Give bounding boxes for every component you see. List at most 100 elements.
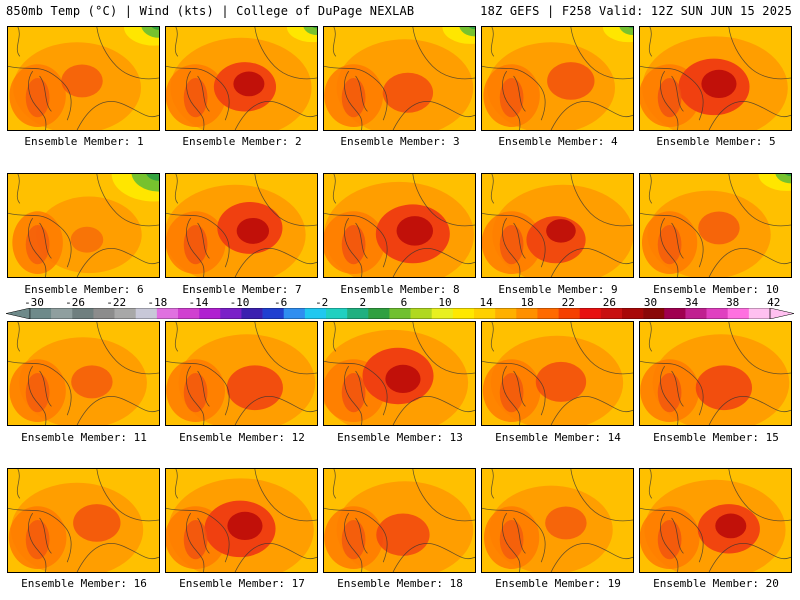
colorbar-swatch: [199, 308, 221, 319]
ensemble-member-label: Ensemble Member: 1: [24, 135, 144, 148]
colorbar-swatch: [558, 308, 581, 319]
colorbar-swatch: [304, 308, 327, 319]
colorbar-swatch: [622, 308, 644, 319]
ensemble-member-label: Ensemble Member: 6: [24, 283, 144, 296]
temperature-field: [482, 469, 633, 572]
temperature-field: [640, 174, 791, 277]
colorbar-swatch: [727, 308, 750, 319]
colorbar-swatch: [474, 308, 496, 319]
colorbar-swatch: [178, 308, 200, 319]
colorbar-swatch: [495, 308, 517, 319]
ensemble-member-map: [165, 173, 318, 278]
temperature-field: [8, 322, 159, 425]
colorbar-tick-label: 34: [684, 296, 699, 309]
ensemble-member-map: [165, 468, 318, 573]
ensemble-member-map: [165, 321, 318, 426]
ensemble-member-map: [7, 468, 160, 573]
colorbar-swatch: [368, 308, 390, 319]
ensemble-member-label: Ensemble Member: 18: [337, 577, 463, 590]
colorbar-max-arrow: [769, 308, 794, 319]
ensemble-member-map: [7, 321, 160, 426]
colorbar-swatch: [643, 308, 665, 319]
ensemble-member-map: [481, 26, 634, 131]
map-title: 850mb Temp (°C) | Wind (kts) | College o…: [6, 4, 415, 18]
temperature-field: [8, 469, 159, 572]
ensemble-member-label: Ensemble Member: 11: [21, 431, 147, 444]
colorbar-tick-label: 22: [561, 296, 575, 309]
colorbar-scale: [6, 308, 794, 319]
colorbar-swatch: [452, 308, 475, 319]
colorbar-swatch: [579, 308, 602, 319]
colorbar-swatch: [326, 308, 348, 319]
ensemble-member-label: Ensemble Member: 19: [495, 577, 621, 590]
colorbar-swatch: [135, 308, 158, 319]
colorbar-tick-label: 38: [726, 296, 740, 309]
colorbar-swatch: [664, 308, 686, 319]
colorbar-tick-label: 14: [479, 296, 493, 309]
colorbar-tick-label: -6: [273, 296, 288, 309]
colorbar-tick-label: 30: [643, 296, 658, 309]
temperature-field: [482, 27, 633, 130]
colorbar-min-arrow: [6, 308, 31, 319]
ensemble-member-map: [639, 173, 792, 278]
ensemble-member-label: Ensemble Member: 17: [179, 577, 305, 590]
temperature-field: [166, 469, 317, 572]
temperature-field: [166, 174, 317, 277]
ensemble-member-label: Ensemble Member: 16: [21, 577, 147, 590]
temperature-colorbar: -30 -26 -22 -18 -14 -10 -6 -2 2 6 10 14 18 22 26 30 34 38…: [6, 296, 794, 322]
colorbar-tick-label: -14: [188, 296, 209, 309]
colorbar-tick-label: -10: [229, 296, 250, 309]
ensemble-member-map: [323, 26, 476, 131]
temperature-field: [640, 469, 791, 572]
ensemble-member-map: [323, 173, 476, 278]
ensemble-member-map: [639, 468, 792, 573]
colorbar-tick-label: -18: [147, 296, 168, 309]
ensemble-member-map: [7, 26, 160, 131]
temperature-field: [324, 469, 475, 572]
ensemble-member-label: Ensemble Member: 12: [179, 431, 305, 444]
colorbar-tick-label: 26: [602, 296, 617, 309]
ensemble-member-label: Ensemble Member: 20: [653, 577, 779, 590]
colorbar-swatch: [431, 308, 454, 319]
colorbar-swatch: [537, 308, 559, 319]
temperature-field: [482, 174, 633, 277]
temperature-field: [640, 322, 791, 425]
colorbar-swatch: [51, 308, 73, 319]
colorbar-swatch: [30, 308, 52, 319]
temperature-field: [166, 322, 317, 425]
temperature-field: [8, 27, 159, 130]
colorbar-tick-label: 10: [438, 296, 452, 309]
colorbar-swatch: [114, 308, 137, 319]
ensemble-member-map: [639, 26, 792, 131]
ensemble-member-label: Ensemble Member: 9: [498, 283, 618, 296]
temperature-field: [482, 322, 633, 425]
colorbar-tick-label: -26: [65, 296, 86, 309]
colorbar-swatch: [389, 308, 411, 319]
temperature-field: [640, 27, 791, 130]
colorbar-swatch: [241, 308, 263, 319]
ensemble-member-label: Ensemble Member: 3: [340, 135, 460, 148]
ensemble-member-label: Ensemble Member: 14: [495, 431, 621, 444]
ensemble-member-label: Ensemble Member: 2: [182, 135, 302, 148]
colorbar-tick-label: -30: [24, 296, 44, 309]
temperature-field: [324, 27, 475, 130]
colorbar-swatch: [600, 308, 623, 319]
colorbar-tick-label: 6: [400, 296, 408, 309]
ensemble-member-map: [323, 468, 476, 573]
colorbar-swatch: [748, 308, 771, 319]
ensemble-member-label: Ensemble Member: 5: [656, 135, 776, 148]
ensemble-member-label: Ensemble Member: 8: [340, 283, 460, 296]
ensemble-member-map: [481, 321, 634, 426]
colorbar-swatch: [72, 308, 94, 319]
colorbar-swatch: [706, 308, 729, 319]
colorbar-tick-label: 18: [520, 296, 534, 309]
ensemble-member-map: [323, 321, 476, 426]
temperature-field: [8, 174, 159, 277]
ensemble-member-map: [7, 173, 160, 278]
ensemble-member-label: Ensemble Member: 7: [182, 283, 302, 296]
colorbar-swatch: [283, 308, 306, 319]
colorbar-swatch: [93, 308, 115, 319]
ensemble-member-map: [165, 26, 318, 131]
colorbar-swatch: [516, 308, 538, 319]
temperature-field: [324, 322, 475, 425]
